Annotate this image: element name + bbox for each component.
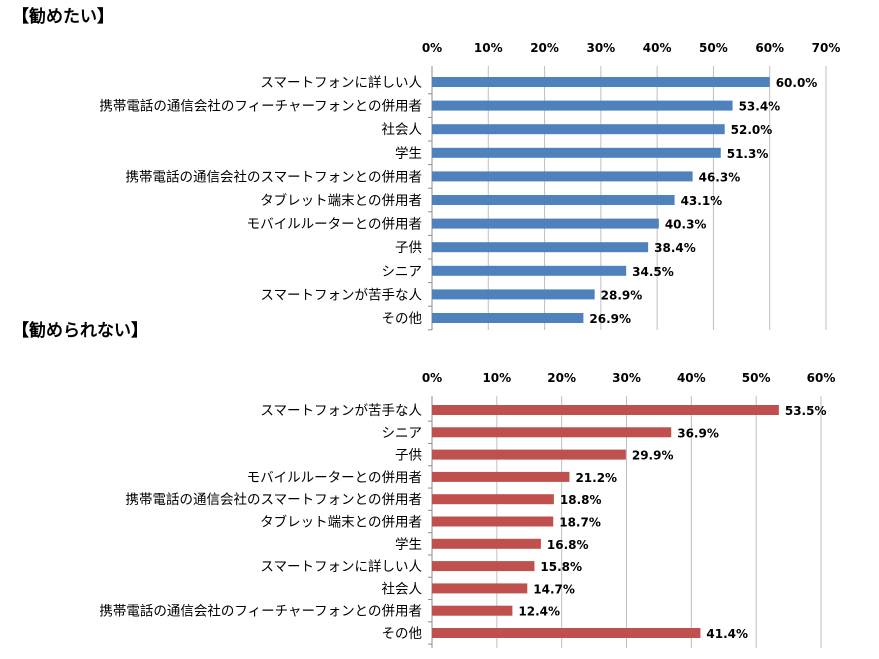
value-label: 29.9% (632, 449, 674, 463)
value-label: 26.9% (589, 312, 631, 326)
value-label: 15.8% (540, 560, 582, 574)
category-label: タブレット端末との併用者 (260, 514, 422, 531)
value-label: 38.4% (654, 241, 696, 255)
x-tick-label: 10% (482, 371, 511, 385)
x-tick-label: 60% (807, 371, 836, 385)
value-label: 18.7% (559, 516, 601, 530)
value-label: 53.4% (739, 100, 781, 114)
value-label: 18.8% (560, 493, 602, 507)
bar (432, 538, 541, 549)
x-tick-label: 0% (422, 41, 442, 55)
category-label: 学生 (395, 146, 422, 162)
bar (432, 605, 513, 616)
category-label: スマートフォンに詳しい人 (260, 559, 422, 575)
chart-not-recommend: 【勧められない】 0% 10% 20% 30% 40% 50% 60% スマートフォンが苦手な人… (12, 320, 835, 648)
bar (432, 195, 675, 205)
bar (432, 516, 554, 527)
value-label: 46.3% (699, 170, 741, 184)
x-tick-label: 20% (547, 371, 576, 385)
value-label: 21.2% (575, 471, 617, 485)
bar (432, 583, 528, 594)
category-label: 社会人 (382, 122, 423, 138)
value-label: 28.9% (601, 288, 643, 302)
category-label: スマートフォンが苦手な人 (260, 287, 422, 303)
value-label: 53.5% (785, 404, 827, 418)
bar (432, 471, 570, 482)
category-label: その他 (382, 311, 423, 327)
x-tick-label: 30% (586, 41, 615, 55)
category-label: 携帯電話の通信会社のスマートフォンとの併用者 (126, 491, 422, 508)
bar (432, 124, 725, 135)
bar (432, 77, 770, 87)
bar (432, 265, 627, 276)
bar (432, 147, 721, 158)
x-tick-label: 40% (643, 41, 672, 55)
category-label: モバイルルーターとの併用者 (247, 217, 422, 233)
category-label: スマートフォンが苦手な人 (260, 403, 422, 419)
bar (432, 100, 733, 111)
category-label: モバイルルーターとの併用者 (247, 470, 422, 486)
x-tick-label: 10% (474, 41, 503, 55)
value-label: 40.3% (665, 218, 707, 232)
x-tick-label: 40% (677, 371, 706, 385)
category-label: 携帯電話の通信会社のフィーチャーフォンとの併用者 (99, 603, 422, 620)
bar (432, 561, 535, 572)
category-label: その他 (382, 626, 423, 642)
value-label: 60.0% (776, 76, 818, 90)
bar (432, 628, 701, 638)
bar (432, 289, 595, 300)
value-label: 52.0% (731, 123, 773, 137)
value-label: 12.4% (518, 605, 560, 619)
x-tick-label: 50% (699, 41, 728, 55)
value-label: 14.7% (533, 582, 575, 596)
bar (432, 427, 672, 438)
bar (432, 405, 779, 415)
bar (432, 242, 649, 253)
value-label: 51.3% (727, 147, 769, 161)
x-tick-label: 60% (755, 41, 784, 55)
category-label: スマートフォンに詳しい人 (260, 75, 422, 91)
category-label: 携帯電話の通信会社のフィーチャーフォンとの併用者 (99, 98, 422, 115)
chart-recommend: 【勧めたい】 0% 10% 20% 30% 40% 50% 60% 70% スマートフォンに詳しい… (12, 6, 841, 331)
x-tick-label: 30% (612, 371, 641, 385)
category-label: 学生 (395, 537, 422, 553)
category-label: 携帯電話の通信会社のスマートフォンとの併用者 (126, 168, 422, 185)
bar (432, 313, 584, 323)
category-label: タブレット端末との併用者 (260, 192, 422, 209)
value-label: 34.5% (632, 265, 674, 279)
category-label: シニア (382, 264, 423, 280)
category-label: 社会人 (382, 581, 423, 597)
x-tick-label: 0% (422, 371, 442, 385)
x-tick-label: 50% (742, 371, 771, 385)
category-label: 子供 (395, 240, 422, 256)
x-tick-label: 70% (812, 41, 841, 55)
category-label: 子供 (395, 448, 422, 464)
bar (432, 171, 693, 182)
category-label: シニア (382, 425, 423, 441)
value-label: 36.9% (677, 426, 719, 440)
chart-title: 【勧められない】 (12, 320, 148, 341)
x-tick-label: 20% (530, 41, 559, 55)
chart-title: 【勧めたい】 (12, 6, 114, 27)
value-label: 41.4% (706, 627, 748, 641)
value-label: 16.8% (547, 538, 589, 552)
bar (432, 494, 554, 505)
bar (432, 218, 659, 229)
bar (432, 449, 626, 460)
value-label: 43.1% (681, 194, 723, 208)
